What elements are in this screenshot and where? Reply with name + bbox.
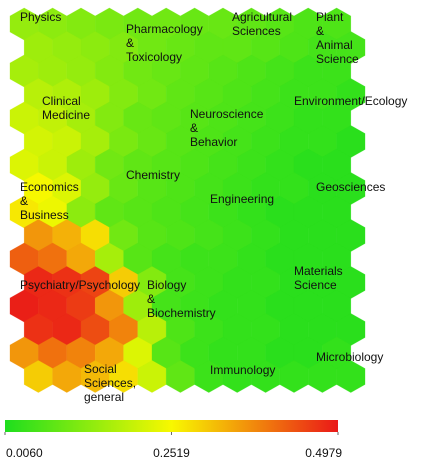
region-label: Science <box>294 278 337 292</box>
region-label: Behavior <box>190 135 237 149</box>
colorbar-tick-label: 0.2519 <box>153 446 190 460</box>
region-label: Science <box>316 52 359 66</box>
region-label: Geosciences <box>316 180 385 194</box>
hex-cell <box>336 360 366 393</box>
region-label: & <box>190 121 198 135</box>
region-label: Sciences <box>232 24 281 38</box>
region-label: Materials <box>294 264 343 278</box>
region-label: Psychiatry/Psychology <box>20 278 140 292</box>
region-label: Clinical <box>42 94 81 108</box>
region-label: Economics <box>20 180 79 194</box>
region-label: Biology <box>147 278 186 292</box>
region-label: Neuroscience <box>190 107 264 121</box>
region-label: Agricultural <box>232 10 292 24</box>
region-label: Physics <box>20 10 61 24</box>
colorbar-tick-label: 0.0060 <box>6 446 43 460</box>
region-label: Toxicology <box>126 50 182 64</box>
region-label: Engineering <box>210 192 274 206</box>
region-label: Pharmacology <box>126 22 203 36</box>
region-label: Environment/Ecology <box>294 94 407 108</box>
colorbar <box>5 420 338 432</box>
region-label: & <box>20 194 28 208</box>
region-label: Sciences, <box>84 376 136 390</box>
region-label: & <box>147 292 155 306</box>
region-label: Medicine <box>42 108 90 122</box>
region-label: & <box>126 36 134 50</box>
region-label: Biochemistry <box>147 306 216 320</box>
region-label: Social <box>84 362 117 376</box>
region-label: general <box>84 390 124 404</box>
colorbar-tick-label: 0.4979 <box>305 446 342 460</box>
region-label: & <box>316 24 324 38</box>
region-label: Microbiology <box>316 350 383 364</box>
region-label: Animal <box>316 38 353 52</box>
region-label: Chemistry <box>126 168 180 182</box>
region-label: Plant <box>316 10 344 24</box>
region-label: Business <box>20 208 69 222</box>
region-label: Immunology <box>210 363 275 377</box>
